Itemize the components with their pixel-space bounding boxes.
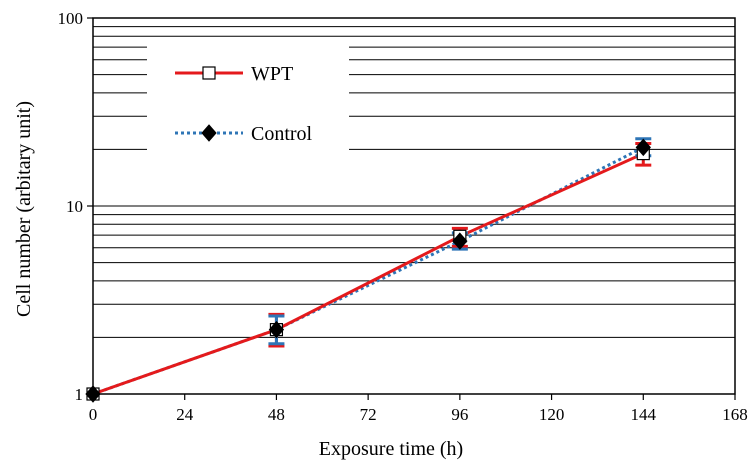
x-axis-ticks: 0 24 48 72 96 120 144 168 [89,394,748,424]
legend-marker-wpt [202,66,216,80]
y-axis-label: Cell number (arbitary unit) [13,101,35,317]
x-tick-label: 72 [360,405,377,424]
legend-box [147,45,349,160]
legend-marker-control [201,124,217,142]
x-tick-label: 144 [631,405,657,424]
data-point-control [635,138,651,157]
series-layer [85,137,652,403]
data-point-control [452,232,468,250]
y-tick-label: 10 [66,197,83,216]
x-tick-label: 168 [722,405,748,424]
x-axis-label: Exposure time (h) [319,438,463,460]
y-tick-label: 1 [75,385,84,404]
x-tick-label: 48 [268,405,285,424]
x-tick-label: 24 [176,405,194,424]
data-point-control [268,320,285,339]
x-tick-label: 96 [451,405,468,424]
series-line-wpt [92,152,644,396]
data-point-control [85,385,101,403]
legend-label-wpt: WPT [251,63,293,85]
x-tick-label: 0 [89,405,98,424]
legend-label-control: Control [251,123,313,145]
legend: WPT Control [147,45,349,160]
x-tick-label: 120 [539,405,565,424]
y-tick-label: 100 [58,9,84,28]
y-axis-ticks: 1 10 100 [58,9,93,404]
